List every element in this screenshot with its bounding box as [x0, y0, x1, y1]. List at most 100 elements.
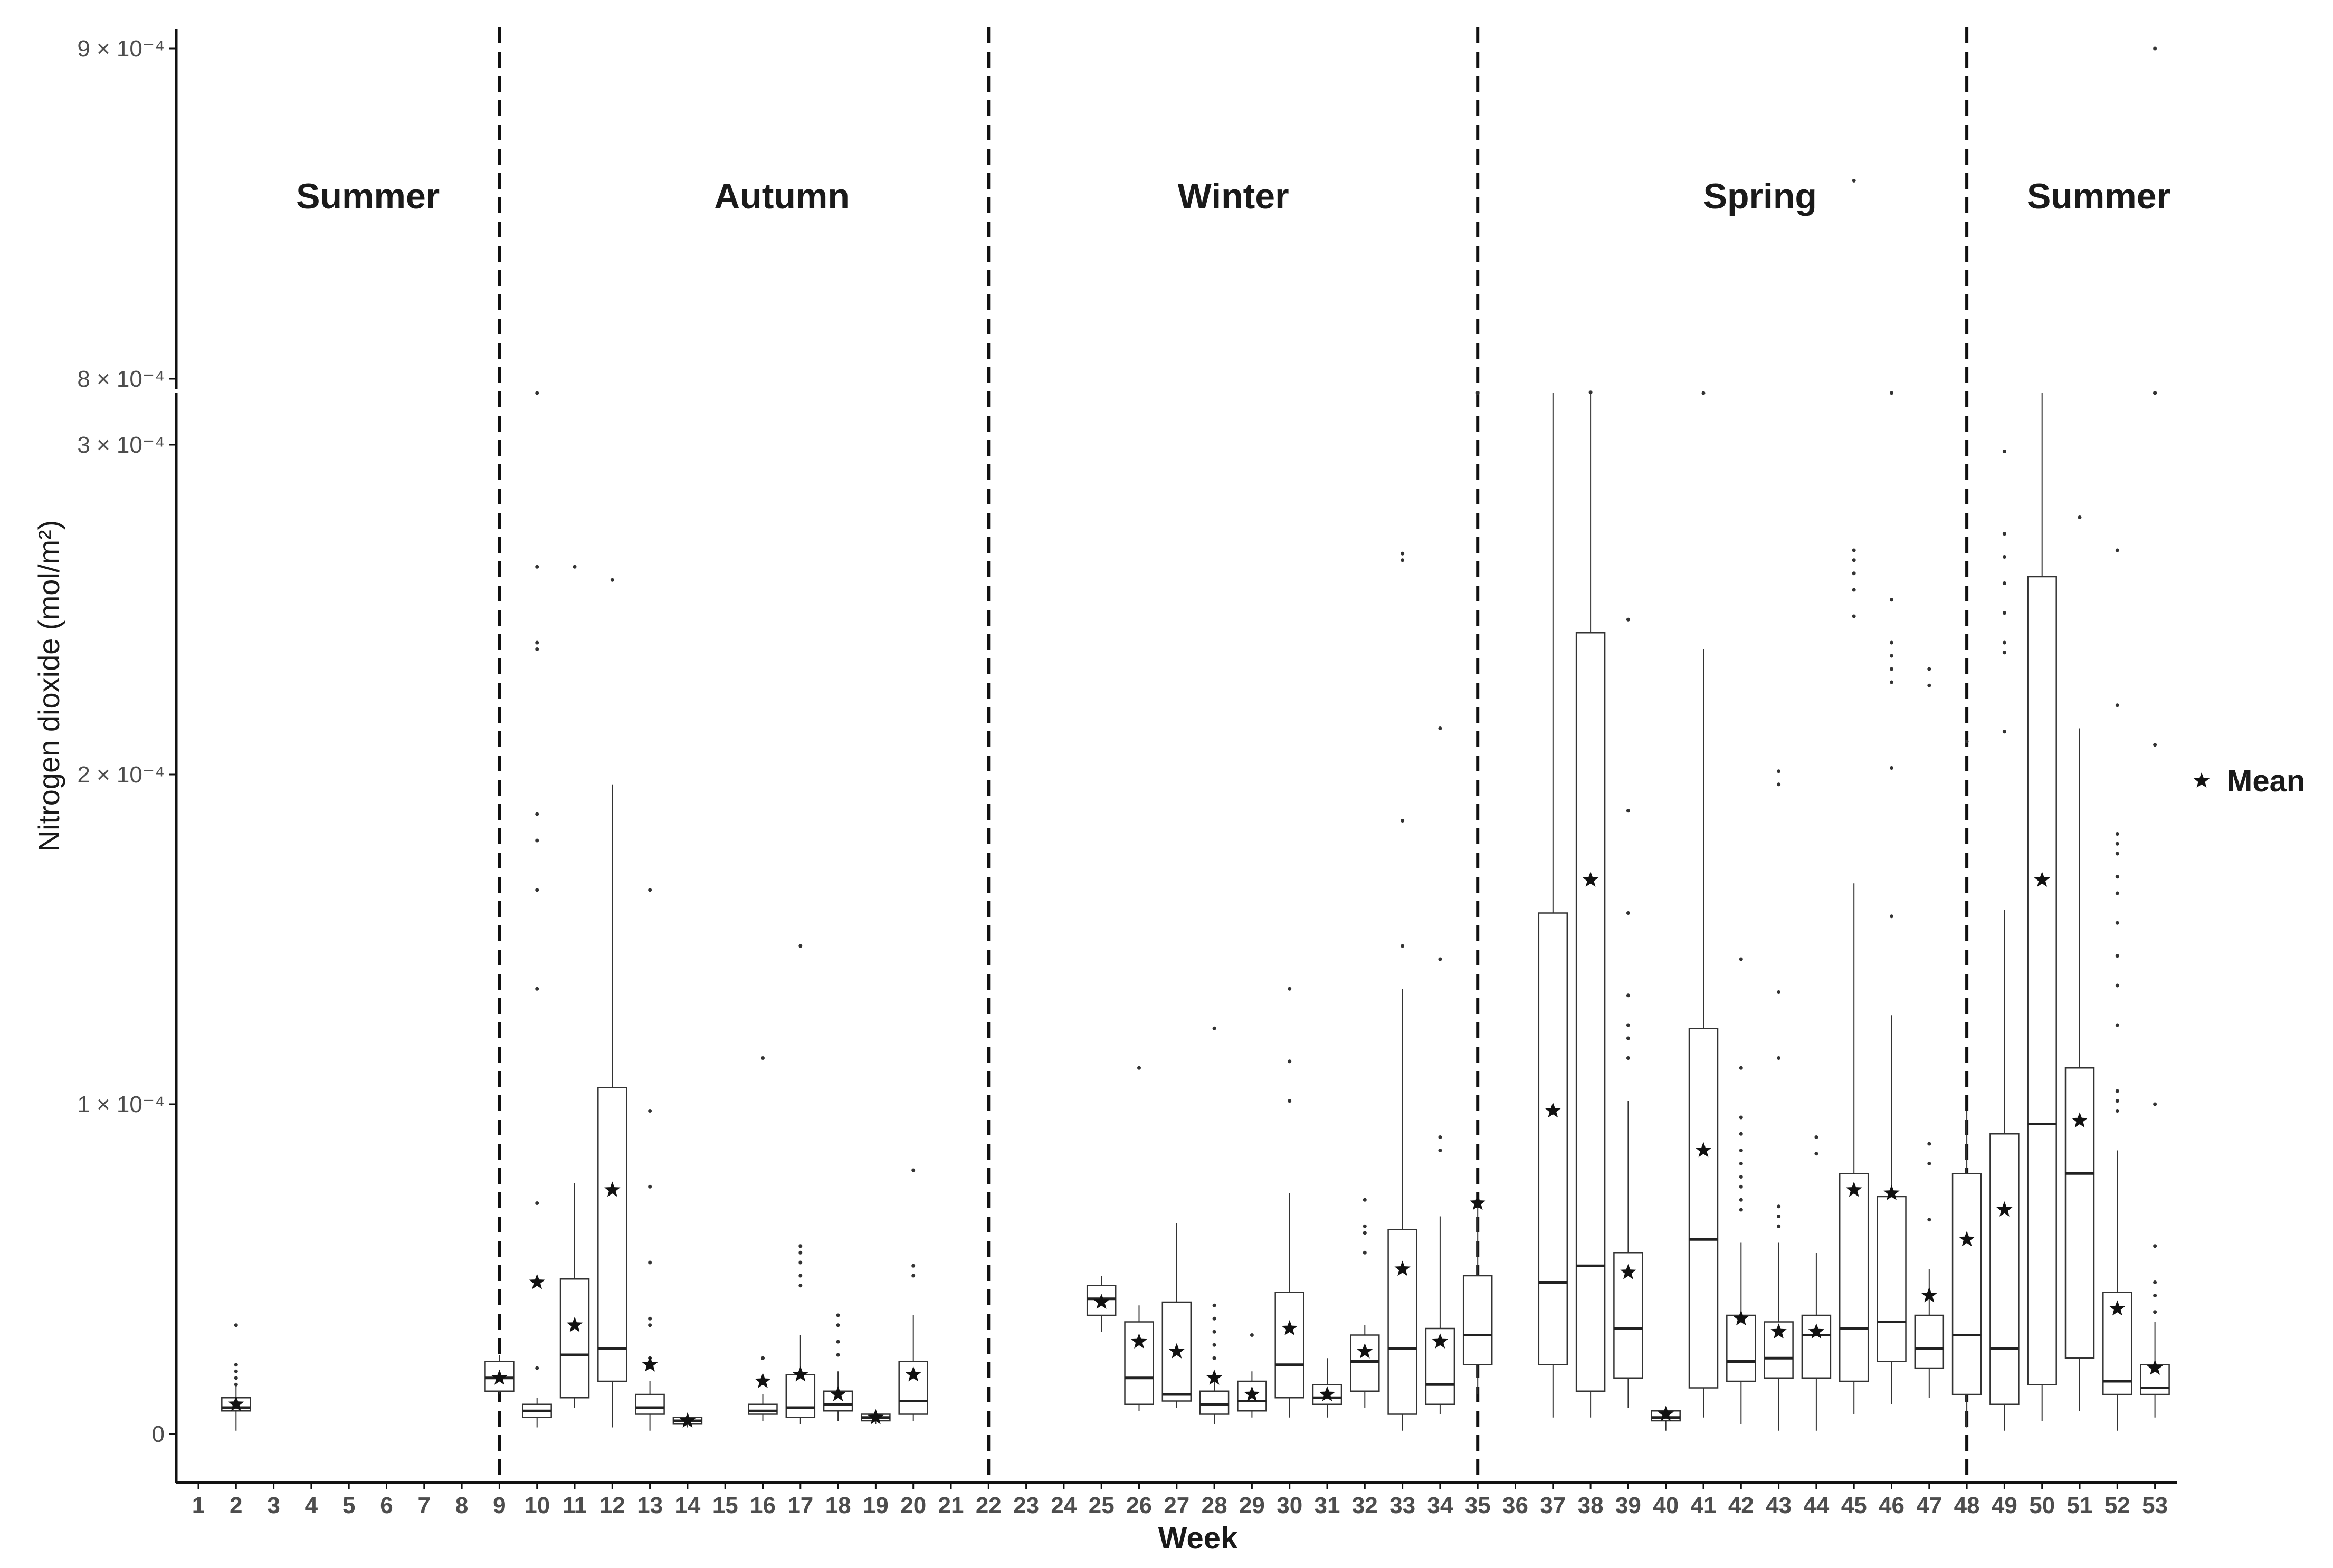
y-tick-label: 8 × 10⁻⁴ — [77, 366, 165, 392]
outlier-point — [1739, 1162, 1743, 1165]
y-tick-label: 9 × 10⁻⁴ — [77, 36, 165, 62]
y-axis-title: Nitrogen dioxide (mol/m²) — [32, 520, 65, 852]
box-iqr — [1462, 1275, 1493, 1365]
x-tick-label: 25 — [1089, 1493, 1115, 1518]
x-tick-label: 18 — [825, 1493, 851, 1518]
outlier-point — [1777, 1224, 1781, 1228]
x-tick-label: 27 — [1164, 1493, 1189, 1518]
outlier-point — [2115, 954, 2119, 958]
outlier-point — [1739, 1198, 1743, 1202]
outlier-point — [1401, 558, 1405, 562]
x-tick-label: 8 — [455, 1493, 468, 1518]
x-tick-label: 30 — [1277, 1493, 1302, 1518]
x-tick-label: 7 — [418, 1493, 431, 1518]
outlier-point — [2002, 730, 2006, 734]
outlier-point — [2115, 1089, 2119, 1093]
outlier-point — [1890, 391, 1893, 395]
season-label: Spring — [1703, 176, 1817, 216]
box-iqr — [1726, 1314, 1756, 1382]
mean-star — [1658, 1406, 1674, 1421]
mean-star — [491, 1369, 508, 1385]
x-tick-label: 11 — [563, 1493, 587, 1518]
outlier-point — [1401, 819, 1405, 823]
mean-star — [1357, 1343, 1373, 1359]
y-tick-label: 1 × 10⁻⁴ — [77, 1092, 165, 1117]
outlier-point — [1852, 614, 1856, 618]
x-tick-label: 45 — [1841, 1493, 1867, 1518]
outlier-point — [648, 1260, 652, 1265]
x-tick-label: 35 — [1465, 1493, 1491, 1518]
x-tick-label: 19 — [863, 1493, 889, 1518]
outlier-point — [1626, 1023, 1630, 1027]
season-label: Summer — [2027, 176, 2170, 216]
outlier-point — [1777, 1204, 1781, 1209]
x-tick-label: 37 — [1540, 1493, 1566, 1518]
box-iqr — [635, 1393, 665, 1415]
outlier-point — [1363, 1224, 1367, 1228]
outlier-point — [1814, 1135, 1818, 1139]
legend-label-mean: Mean — [2227, 764, 2305, 798]
outlier-point — [573, 565, 577, 569]
outlier-point — [1739, 1066, 1743, 1070]
outlier-point — [1626, 809, 1630, 813]
outlier-point — [2115, 1023, 2119, 1027]
x-tick-label: 43 — [1766, 1493, 1792, 1518]
outlier-point — [1777, 769, 1781, 773]
means — [228, 872, 2163, 1428]
box-iqr — [1989, 1133, 2020, 1405]
outlier-point — [1739, 1115, 1743, 1120]
outlier-point — [1890, 667, 1893, 671]
legend: Mean — [2193, 764, 2305, 798]
outlier-point — [234, 1382, 238, 1387]
outlier-point — [911, 1264, 916, 1268]
x-tick-label: 42 — [1728, 1493, 1754, 1518]
outlier-point — [836, 1313, 840, 1317]
outlier-point — [2115, 921, 2119, 925]
outlier-point — [1212, 1356, 1216, 1360]
box-iqr — [597, 1087, 627, 1382]
mean-star — [2071, 1112, 2088, 1128]
mean-star — [1545, 1102, 1561, 1118]
outlier-point — [2153, 1102, 2157, 1106]
outlier-point — [535, 888, 539, 892]
outlier-point — [1890, 766, 1893, 770]
mean-star — [1131, 1333, 1147, 1349]
outlier-point — [1965, 740, 1969, 743]
outliers — [234, 46, 2157, 1387]
outlier-point — [234, 1369, 238, 1373]
x-tick-label: 40 — [1653, 1493, 1679, 1518]
x-tick-label: 29 — [1239, 1493, 1265, 1518]
outlier-point — [1777, 1056, 1781, 1060]
x-tick-label: 51 — [2067, 1493, 2093, 1518]
box-iqr — [1688, 1028, 1719, 1389]
legend-star-icon — [2193, 772, 2210, 788]
season-label: Winter — [1178, 176, 1289, 216]
outlier-point — [1137, 1066, 1141, 1070]
mean-star — [1244, 1386, 1260, 1401]
outlier-point — [648, 1109, 652, 1113]
outlier-point — [1212, 1026, 1216, 1030]
outlier-point — [234, 1323, 238, 1327]
outlier-point — [1363, 1231, 1367, 1235]
x-tick-label: 17 — [787, 1493, 813, 1518]
mean-star — [1206, 1369, 1223, 1385]
outlier-point — [1739, 1208, 1743, 1212]
outlier-point — [798, 944, 803, 948]
ticks: 0 1 × 10⁻⁴ 2 × 10⁻⁴ 3 × 10⁻⁴ 8 × 10⁻⁴ 9 × 10⁻… — [77, 36, 2168, 1518]
outlier-point — [1626, 911, 1630, 915]
x-tick-label: 1 — [192, 1493, 205, 1518]
outlier-point — [1363, 1198, 1367, 1202]
y-tick-label: 3 × 10⁻⁴ — [77, 432, 165, 458]
x-tick-label: 15 — [712, 1493, 738, 1518]
x-tick-label: 2 — [230, 1493, 242, 1518]
mean-star — [529, 1274, 545, 1289]
mean-star — [1770, 1323, 1787, 1339]
outlier-point — [535, 987, 539, 991]
outlier-point — [1401, 551, 1405, 556]
outlier-point — [2002, 611, 2006, 615]
mean-star — [830, 1386, 846, 1401]
outlier-point — [1890, 680, 1893, 684]
outlier-point — [798, 1274, 803, 1278]
outlier-point — [2115, 1109, 2119, 1113]
